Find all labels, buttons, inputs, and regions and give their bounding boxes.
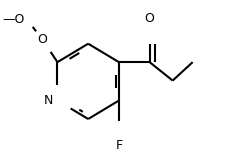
Text: —O: —O	[3, 13, 25, 26]
Text: F: F	[115, 139, 122, 152]
Text: O: O	[37, 33, 47, 46]
Text: N: N	[43, 94, 53, 107]
Text: O: O	[144, 12, 154, 25]
